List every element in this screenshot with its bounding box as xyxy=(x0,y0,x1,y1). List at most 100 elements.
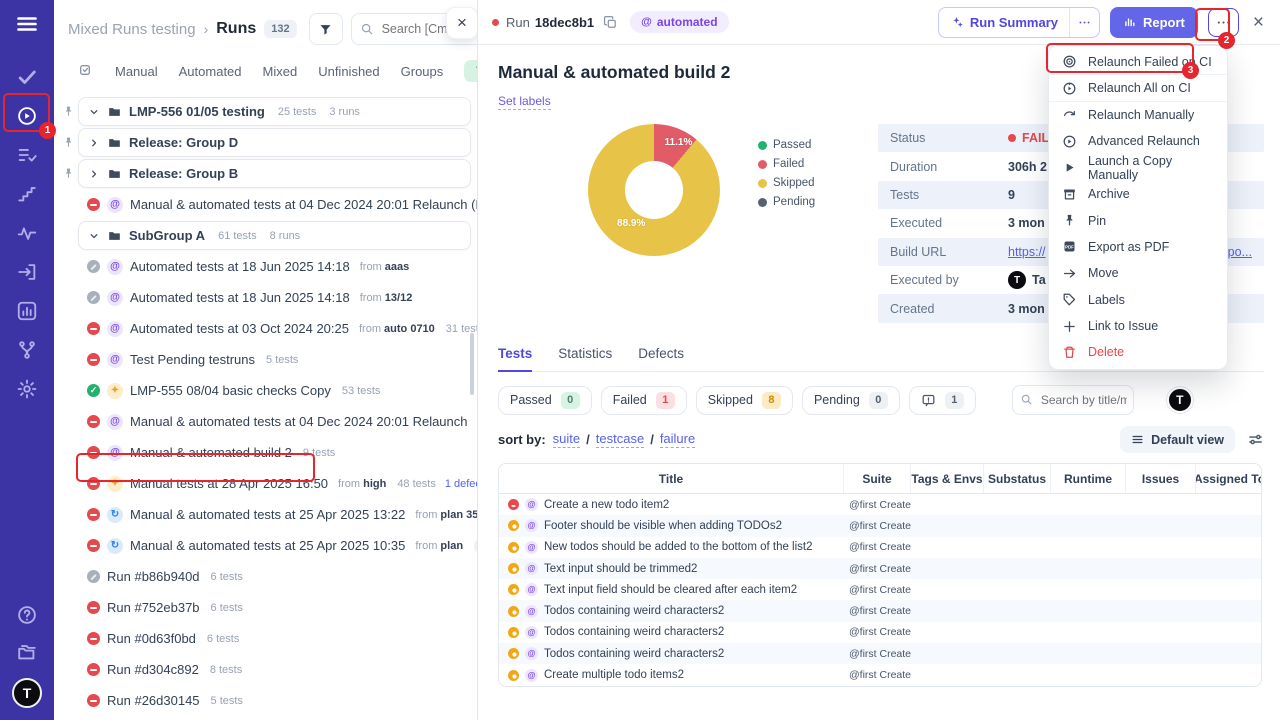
filter-pill-skipped[interactable]: Skipped8 xyxy=(696,386,793,415)
set-labels-link[interactable]: Set labels xyxy=(498,94,551,110)
filter-button[interactable] xyxy=(309,13,343,45)
chevron-down-icon[interactable] xyxy=(88,106,100,118)
sidebar-item-sign-in[interactable] xyxy=(16,261,38,283)
run-summary-more-button[interactable] xyxy=(1069,8,1099,37)
chevron-down-icon[interactable] xyxy=(88,230,100,242)
runs-tab-groups[interactable]: Groups xyxy=(401,64,444,79)
column-header-title[interactable]: Title xyxy=(499,464,844,493)
assignee-avatar[interactable]: T xyxy=(1167,387,1193,413)
menu-item-export-as-pdf[interactable]: PDFExport as PDF xyxy=(1049,234,1227,260)
run-type-badge[interactable]: @ automated xyxy=(630,11,728,33)
sidebar-item-list-check[interactable] xyxy=(16,144,38,166)
sort-link-suite[interactable]: suite xyxy=(553,431,580,448)
sidebar-item-branch[interactable] xyxy=(16,339,38,361)
runs-tab-automated[interactable]: Automated xyxy=(179,64,242,79)
run-row[interactable]: @Automated tests at 18 Jun 2025 14:18fro… xyxy=(54,282,477,313)
group-card[interactable]: LMP-556 01/05 testing25 tests3 runs xyxy=(78,97,471,126)
sort-link-failure[interactable]: failure xyxy=(660,431,695,448)
tab-defects[interactable]: Defects xyxy=(638,346,684,372)
run-summary-button[interactable]: Run Summary xyxy=(938,7,1100,38)
menu-item-labels[interactable]: Labels xyxy=(1049,287,1227,313)
run-defects-link[interactable]: 1 defects xyxy=(445,478,477,490)
more-actions-button[interactable] xyxy=(1208,8,1239,37)
menu-item-pin[interactable]: Pin xyxy=(1049,207,1227,233)
run-row[interactable]: Run #752eb37b6 tests xyxy=(54,592,477,623)
sidebar-item-steps[interactable] xyxy=(16,183,38,205)
user-avatar[interactable]: T xyxy=(12,678,42,708)
comments-filter-pill[interactable]: 1 xyxy=(909,386,976,415)
run-row[interactable]: ↻Manual & automated tests at 25 Apr 2025… xyxy=(54,499,477,530)
table-row[interactable]: @Todos containing weird characters2@firs… xyxy=(499,643,1261,664)
sidebar-item-gear[interactable] xyxy=(16,378,38,400)
breadcrumb-project[interactable]: Mixed Runs testing xyxy=(68,21,196,38)
column-header-suite[interactable]: Suite xyxy=(844,464,911,493)
menu-item-delete[interactable]: Delete xyxy=(1049,339,1227,365)
run-row[interactable]: @Manual & automated tests at 04 Dec 2024… xyxy=(54,189,477,220)
run-row[interactable]: Run #0d63f0bd6 tests xyxy=(54,623,477,654)
menu-item-archive[interactable]: Archive xyxy=(1049,181,1227,207)
report-button[interactable]: Report xyxy=(1110,7,1198,38)
column-header-substatus[interactable]: Substatus xyxy=(984,464,1051,493)
table-row[interactable]: @Footer should be visible when adding TO… xyxy=(499,515,1261,536)
run-row[interactable]: Run #26d301455 tests xyxy=(54,685,477,716)
column-header-runtime[interactable]: Runtime xyxy=(1051,464,1126,493)
column-header-tags-envs[interactable]: Tags & Envs xyxy=(911,464,984,493)
menu-item-relaunch-all-on-ci[interactable]: Relaunch All on CI xyxy=(1049,75,1227,101)
chevron-right-icon[interactable] xyxy=(88,137,100,149)
view-settings-icon[interactable] xyxy=(1247,431,1264,448)
run-row[interactable]: @Test Pending testruns5 tests xyxy=(54,344,477,375)
run-row[interactable]: @Automated tests at 03 Oct 2024 20:25fro… xyxy=(54,313,477,344)
runs-tab-mixed[interactable]: Mixed xyxy=(263,64,298,79)
sort-link-testcase[interactable]: testcase xyxy=(596,431,644,448)
run-row[interactable]: ↻Manual & automated tests at 25 Apr 2025… xyxy=(54,530,477,561)
build-url-link[interactable]: https:// xyxy=(1008,245,1046,259)
copy-icon[interactable] xyxy=(603,15,618,30)
run-row[interactable]: @Manual & automated tests at 04 Dec 2024… xyxy=(54,406,477,437)
column-header-assigned-to[interactable]: Assigned To xyxy=(1196,464,1262,493)
group-card[interactable]: Release: Group D xyxy=(78,128,471,157)
sidebar-item-check[interactable] xyxy=(16,66,38,88)
group-card[interactable]: SubGroup A61 tests8 runs xyxy=(78,221,471,250)
menu-item-launch-a-copy-manually[interactable]: Launch a Copy Manually xyxy=(1049,155,1227,181)
sidebar-item-menu[interactable] xyxy=(15,12,39,36)
table-row[interactable]: @Todos containing weird characters2@firs… xyxy=(499,600,1261,621)
default-view-button[interactable]: Default view xyxy=(1120,426,1235,453)
table-row[interactable]: @Text input field should be cleared afte… xyxy=(499,579,1261,600)
menu-item-link-to-issue[interactable]: Link to Issue xyxy=(1049,313,1227,339)
close-run-icon[interactable]: × xyxy=(1253,13,1264,32)
run-row[interactable]: @Manual & automated build 29 tests xyxy=(54,437,477,468)
build-url-link-end[interactable]: po... xyxy=(1228,245,1252,259)
table-row[interactable]: @Create multiple todo items2@first Creat… xyxy=(499,664,1261,685)
runs-tab-manual[interactable]: Manual xyxy=(115,64,158,79)
sidebar-item-activity[interactable] xyxy=(16,222,38,244)
run-row[interactable]: ✦LMP-555 08/04 basic checks Copy53 tests xyxy=(54,375,477,406)
group-card[interactable]: Release: Group B xyxy=(78,159,471,188)
filter-pill-failed[interactable]: Failed1 xyxy=(601,386,687,415)
runs-panel-close-button[interactable]: × xyxy=(446,7,478,39)
runs-tab-highlight[interactable]: To xyxy=(464,60,478,82)
tab-tests[interactable]: Tests xyxy=(498,346,532,372)
table-row[interactable]: @Todos containing weird characters2@firs… xyxy=(499,622,1261,643)
sidebar-item-play-circle[interactable] xyxy=(16,105,38,127)
runs-list-scrollbar[interactable] xyxy=(470,333,474,395)
run-row[interactable]: ✦Manual tests at 28 Apr 2025 16:50from h… xyxy=(54,468,477,499)
run-row[interactable]: @Automated tests at 18 Jun 2025 14:18fro… xyxy=(54,251,477,282)
menu-item-advanced-relaunch[interactable]: Advanced Relaunch xyxy=(1049,128,1227,154)
filter-pill-pending[interactable]: Pending0 xyxy=(802,386,900,415)
column-header-issues[interactable]: Issues xyxy=(1126,464,1196,493)
chevron-right-icon[interactable] xyxy=(88,168,100,180)
sidebar-item-help[interactable] xyxy=(16,604,38,626)
menu-item-relaunch-manually[interactable]: Relaunch Manually xyxy=(1049,102,1227,128)
tab-statistics[interactable]: Statistics xyxy=(558,346,612,372)
table-row[interactable]: @Text input should be trimmed2@first Cre… xyxy=(499,558,1261,579)
run-row[interactable]: Run #d304c8928 tests xyxy=(54,654,477,685)
run-row[interactable]: Run #b86b940d6 tests xyxy=(54,561,477,592)
table-row[interactable]: @New todos should be added to the bottom… xyxy=(499,537,1261,558)
table-row[interactable]: @Create a new todo item2@first Create ..… xyxy=(499,494,1261,515)
menu-item-relaunch-failed-on-ci[interactable]: Relaunch Failed on CI xyxy=(1049,49,1227,75)
sidebar-item-folders[interactable] xyxy=(16,641,38,663)
runs-tab-unfinished[interactable]: Unfinished xyxy=(318,64,379,79)
menu-item-move[interactable]: Move xyxy=(1049,260,1227,286)
filter-pill-passed[interactable]: Passed0 xyxy=(498,386,592,415)
sidebar-item-bar-chart[interactable] xyxy=(16,300,38,322)
